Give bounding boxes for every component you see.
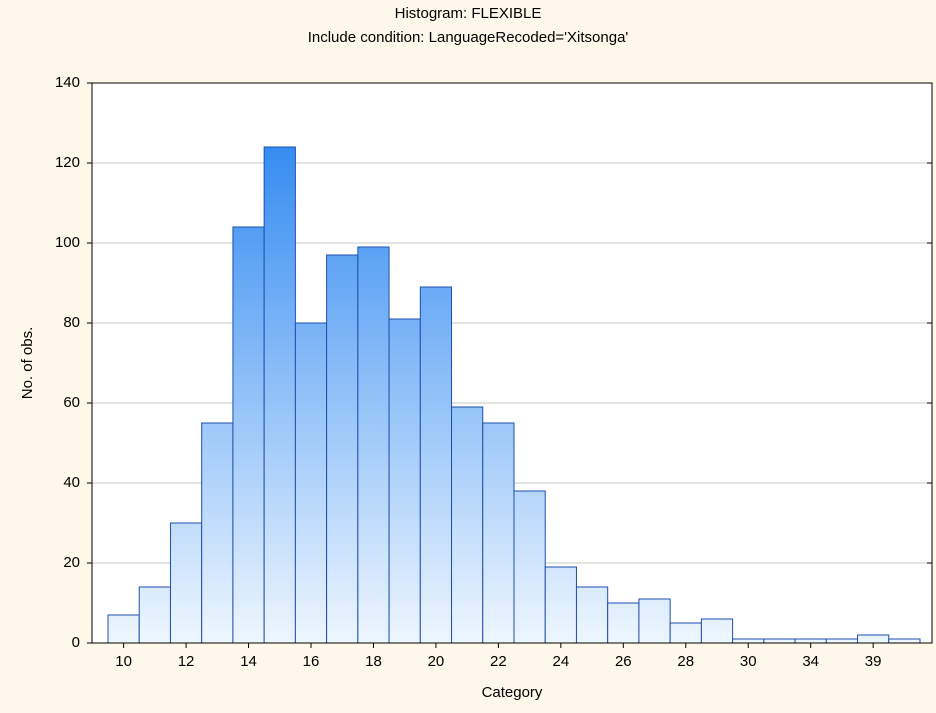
bar [419,286,453,644]
x-tick-label: 18 [365,653,382,670]
x-tick-label: 34 [802,653,819,670]
y-tick-label: 20 [63,554,80,571]
x-tick-label: 30 [740,653,757,670]
x-tick-label: 22 [490,653,507,670]
bar [482,422,515,644]
x-tick-label: 24 [553,653,570,670]
y-tick-label: 140 [55,74,80,91]
bar [388,318,421,644]
bar [638,598,671,644]
chart-subtitle: Include condition: LanguageRecoded='Xits… [308,29,629,46]
bar [201,422,234,644]
y-tick-label: 120 [55,154,80,171]
bar [138,586,171,644]
x-tick-label: 20 [428,653,445,670]
bar [700,618,734,644]
y-tick-label: 40 [63,474,80,491]
bar [294,322,328,644]
bar [326,254,359,644]
axes: 0 20 40 60 80 100 120 140 10 12 14 16 18 20 22 24 26 28 30… [55,74,932,670]
x-tick-label: 28 [677,653,694,670]
y-tick-label: 60 [63,394,80,411]
x-tick-label: 10 [115,653,132,670]
y-axis-label: No. of obs. [19,327,36,400]
bar [451,406,484,644]
bar [263,146,296,644]
bar [169,522,203,644]
bar [732,638,765,644]
bar [513,490,546,644]
bar [888,638,921,644]
y-tick-label: 100 [55,234,80,251]
chart-title: Histogram: FLEXIBLE [395,5,542,22]
bar [763,638,796,644]
plot-frame [91,82,933,644]
y-tick-label: 0 [72,634,80,651]
x-tick-label: 39 [865,653,882,670]
bar [857,634,890,644]
bar [107,614,140,644]
x-tick-label: 12 [178,653,195,670]
bar [232,226,265,644]
bar [669,622,702,644]
bar [825,638,859,644]
x-tick-label: 26 [615,653,632,670]
bar [544,566,577,644]
x-tick-label: 16 [303,653,320,670]
x-axis-label: Category [482,684,543,701]
bar [794,638,827,644]
bars [107,146,921,644]
y-tick-label: 80 [63,314,80,331]
bar [357,246,390,644]
x-tick-label: 14 [240,653,257,670]
bar [575,586,609,644]
bar [607,602,640,644]
